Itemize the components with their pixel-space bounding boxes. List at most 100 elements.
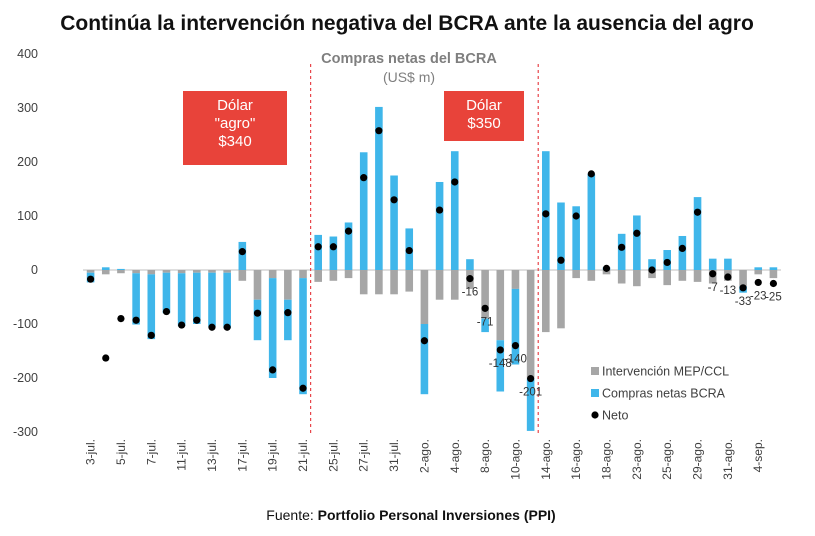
bar-intervencion-mep-ccl [542,270,550,333]
net-dot [769,279,778,288]
bar-compras-netas [147,274,156,340]
bar-compras-netas [420,324,429,395]
net-dot [162,307,171,316]
net-dot [678,244,686,252]
net-dot [329,243,337,251]
bar-compras-netas [435,181,444,270]
bar-intervencion-mep-ccl [602,270,611,275]
net-dot [542,210,550,218]
net-dot [724,273,732,281]
bar-compras-netas [511,288,520,365]
bar-compras-netas [299,278,307,395]
net-data-label: -201 [519,387,542,399]
bar-intervencion-mep-ccl [435,270,444,300]
net-dot [693,208,702,216]
bar-compras-netas [648,259,656,270]
bar-intervencion-mep-ccl [268,270,277,279]
bar-intervencion-mep-ccl [587,270,596,281]
bar-compras-netas [708,258,717,270]
net-data-label: -7 [708,282,718,294]
bar-intervencion-mep-ccl [299,270,307,279]
x-tick-label: 18-ago. [600,439,614,480]
net-dot [405,246,413,255]
legend-item: Compras netas BCRA [591,387,726,401]
y-tick-label: 100 [17,209,38,223]
bar-compras-netas [587,173,596,270]
x-tick-label: 5-jul. [114,439,128,465]
x-tick-label: 21-jul. [296,439,310,472]
x-tick-label: 11-jul. [175,439,189,471]
net-dot [481,304,489,312]
net-dot [557,256,565,264]
x-tick-label: 14-ago. [539,439,553,480]
net-dot [602,264,611,272]
bar-intervencion-mep-ccl [754,270,763,275]
y-tick-label: -200 [13,371,38,385]
x-tick-label: 25-ago. [660,439,674,480]
bar-intervencion-mep-ccl [496,270,505,341]
net-dot [117,315,125,323]
annotation-text: Dólar [217,97,253,114]
net-dot [648,266,656,274]
legend-label: Neto [602,409,628,423]
bar-intervencion-mep-ccl [678,270,687,281]
annotation-text: Dólar [466,97,502,114]
bar-compras-netas [117,268,125,270]
bar-intervencion-mep-ccl [132,270,140,274]
net-dot [663,258,671,267]
bar-compras-netas [481,318,489,333]
legend-label: Intervención MEP/CCL [602,365,729,379]
net-data-label: -148 [489,358,512,370]
bar-compras-netas [769,267,778,270]
bar-intervencion-mep-ccl [375,270,383,295]
legend-swatch-grey [591,367,599,375]
bar-intervencion-mep-ccl [359,270,368,295]
net-data-label: -71 [477,316,494,328]
bar-compras-netas [617,233,626,270]
net-dot [132,316,140,324]
x-tick-label: 19-jul. [266,439,280,472]
bar-compras-netas [390,175,398,270]
bar-intervencion-mep-ccl [177,270,186,274]
x-tick-label: 23-ago. [630,439,644,480]
bar-intervencion-mep-ccl [147,270,156,275]
bar-intervencion-mep-ccl [284,270,292,300]
net-dot [572,212,580,220]
bar-intervencion-mep-ccl [617,270,626,284]
bar-intervencion-mep-ccl [557,270,565,329]
net-dot [147,331,155,339]
net-dot [344,227,353,235]
legend-item: Neto [591,409,628,423]
bar-compras-netas [557,202,565,270]
net-dot [466,275,474,283]
bar-compras-netas [208,272,216,327]
legend: Intervención MEP/CCL Compras netas BCRA Ne… [591,365,729,423]
bar-compras-netas [223,272,231,329]
net-dot [451,178,459,186]
x-tick-label: 17-jul. [235,439,249,472]
bar-compras-netas [177,273,186,327]
net-data-label: -25 [765,292,782,304]
bar-intervencion-mep-ccl [238,270,247,281]
bar-intervencion-mep-ccl [86,270,95,273]
bar-compras-netas [238,241,247,270]
y-axis: -300 -200 -100 0 100 200 300 400 [13,47,38,439]
bar-intervencion-mep-ccl [314,270,322,282]
net-dot [314,243,322,251]
x-tick-label: 8-ago. [478,439,492,473]
bar-intervencion-mep-ccl [208,270,216,273]
bar-compras-netas [329,236,338,270]
bar-compras-netas [253,299,262,341]
bar-compras-netas [101,267,110,270]
x-tick-label: 31-jul. [387,439,401,472]
bar-compras-netas [193,272,201,324]
y-tick-label: -100 [13,317,38,331]
net-dot [496,346,504,354]
net-dot [193,316,201,324]
bar-intervencion-mep-ccl [633,270,641,287]
bar-compras-netas [724,258,732,270]
bar-intervencion-mep-ccl [193,270,201,273]
annotation-dolar-350: Dólar$350 [444,91,524,141]
net-dot [375,127,383,135]
bar-compras-netas [678,235,687,270]
